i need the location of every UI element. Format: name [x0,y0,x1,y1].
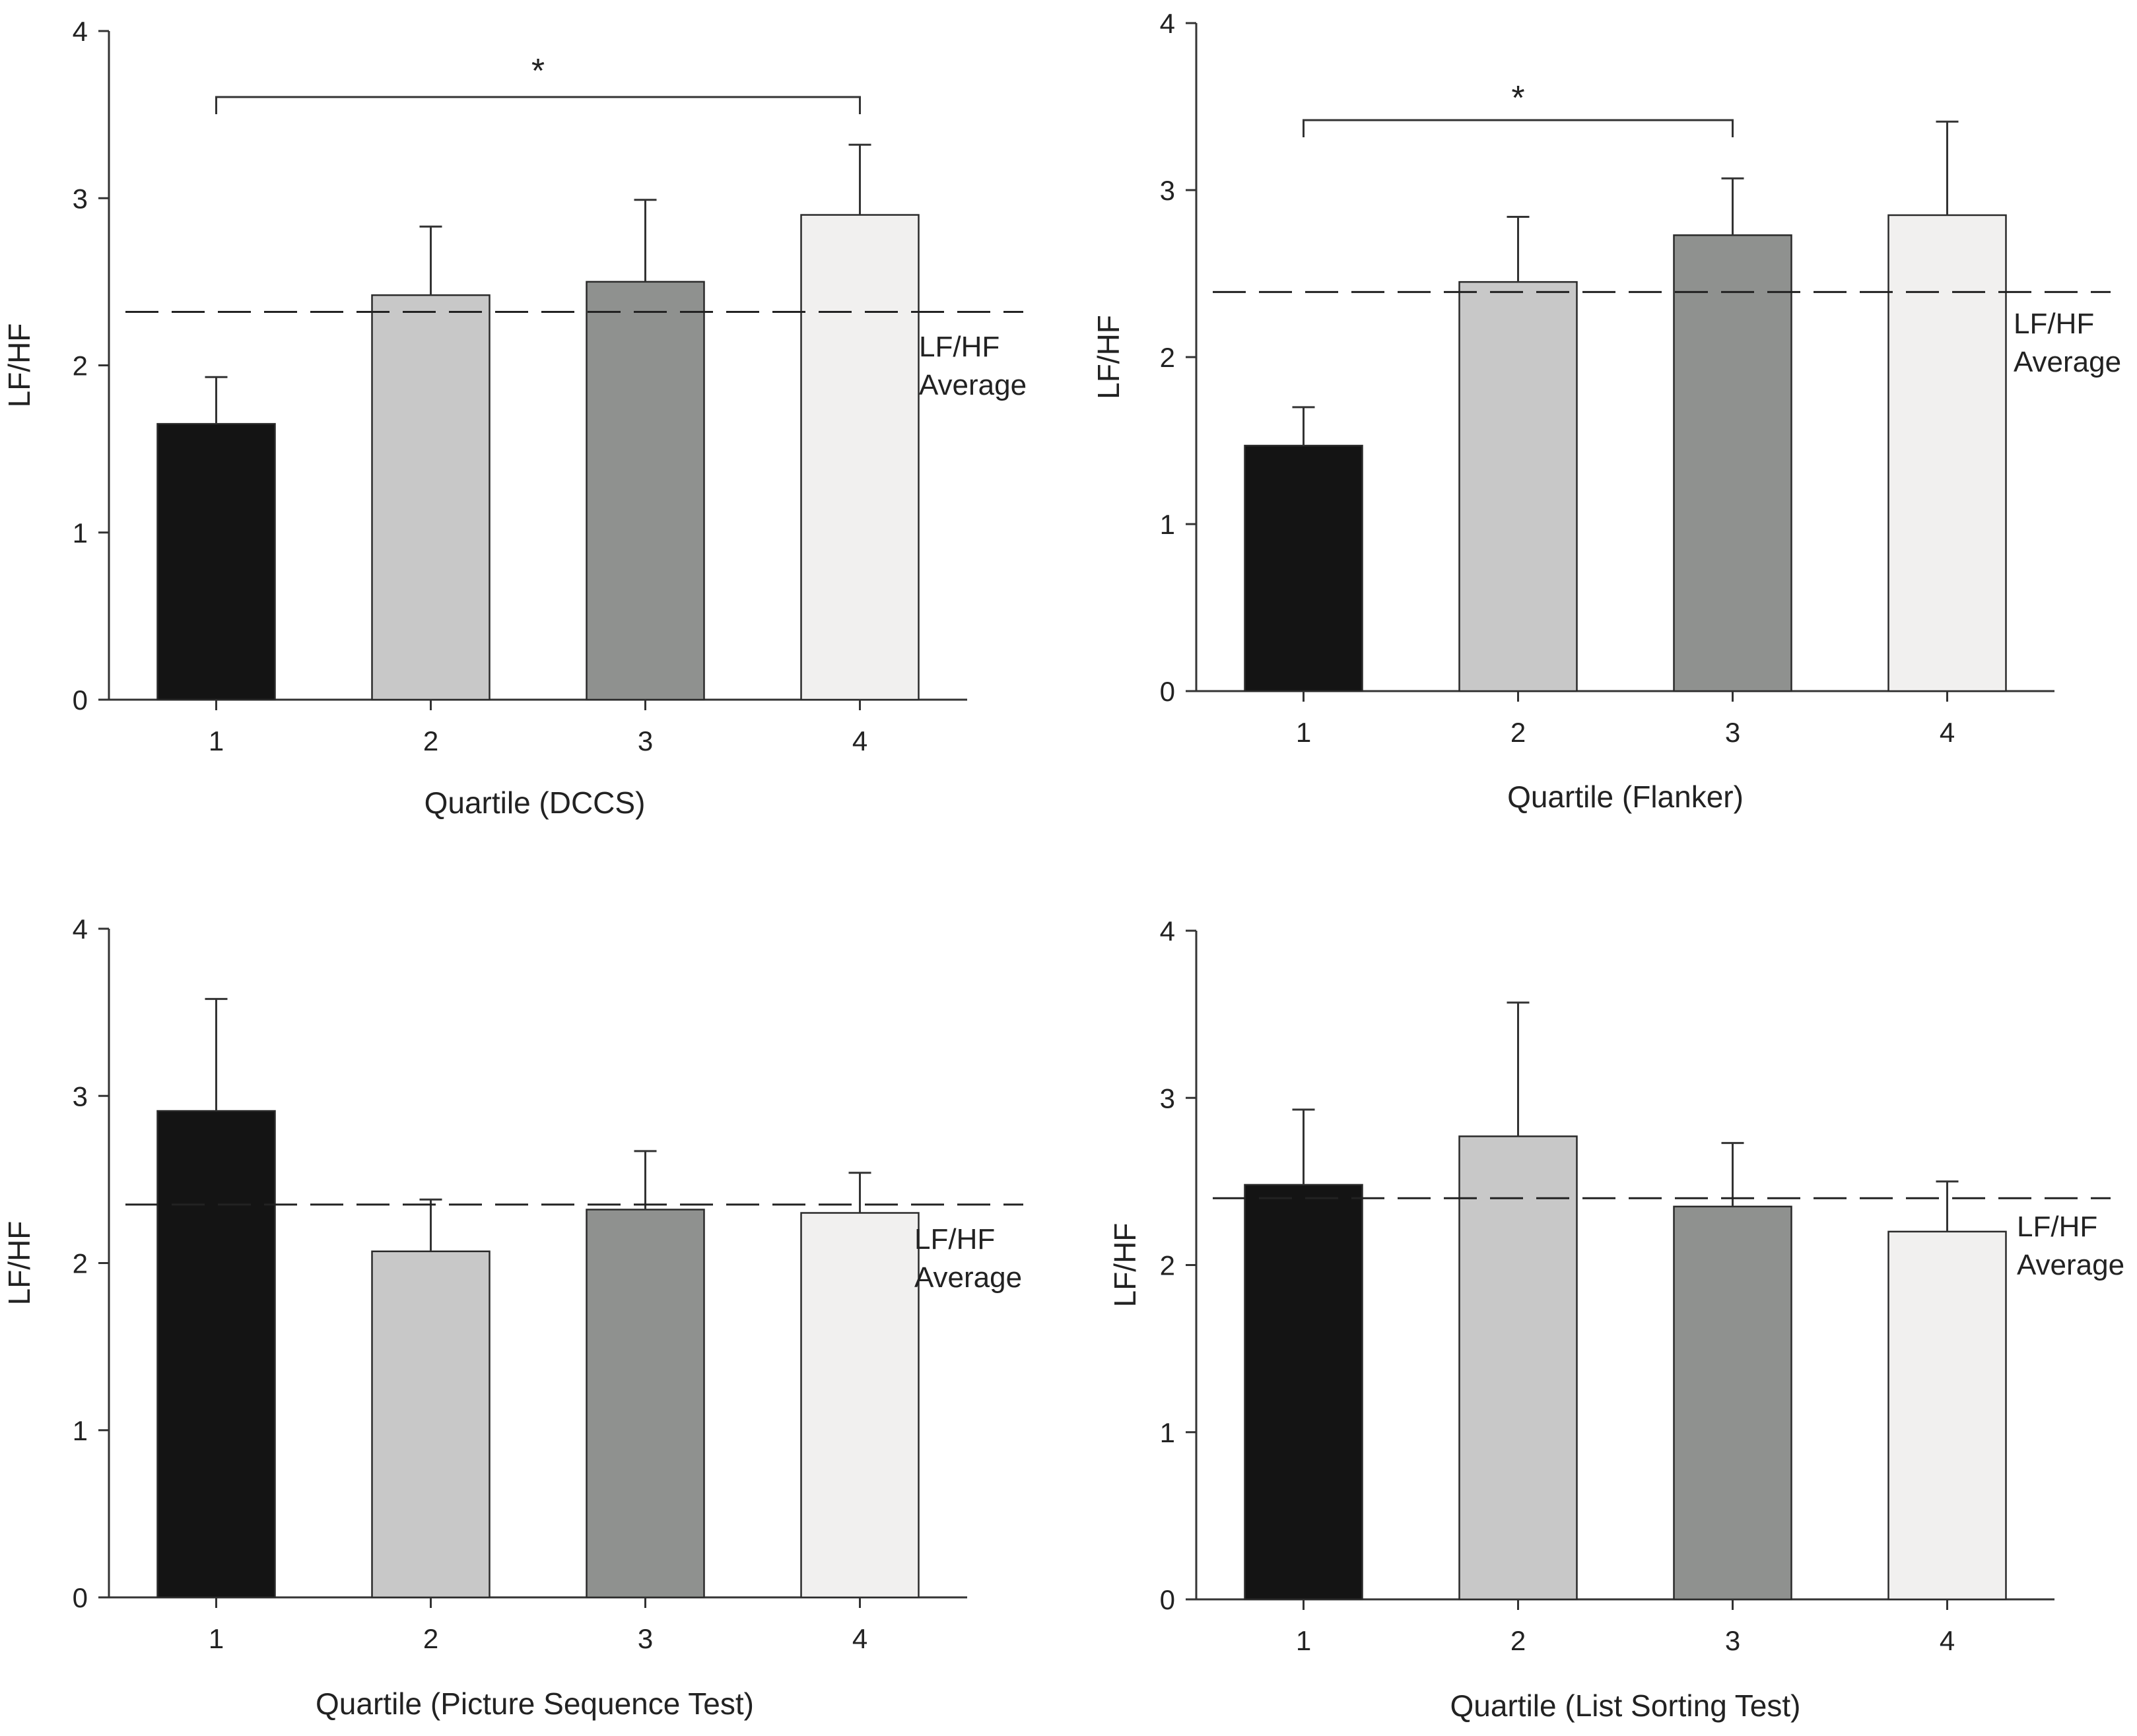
y-tick-label: 0 [1160,1584,1175,1615]
x-axis-title: Quartile (Flanker) [1507,780,1744,814]
bar-q1 [156,1110,276,1599]
bar-q3 [586,281,705,701]
y-tick-label: 1 [73,517,88,549]
average-line-label-line: Average [919,369,1027,401]
y-tick-label: 3 [73,1081,88,1112]
x-tick-label: 2 [1510,717,1526,748]
bar-q3 [1673,1205,1792,1601]
bar-q2 [371,1250,491,1599]
y-axis-title: LF/HF [2,323,36,408]
bar-q4 [800,1212,920,1599]
x-tick-label: 1 [209,725,224,756]
x-tick-label: 4 [1940,717,1955,748]
y-tick-label: 1 [1160,1417,1175,1448]
bar-q3 [1673,234,1792,692]
x-tick-label: 2 [1510,1625,1526,1656]
chart-panel-picture-sequence: 0 1 2 3 4 LF/HF 1 2 3 4 Quartile (Picture Sequence… [2,914,1023,1721]
bar-q2 [1458,1135,1578,1601]
significance-star: * [1511,79,1524,117]
y-tick-label: 4 [1160,8,1175,39]
y-axis-title: LF/HF [1091,315,1126,399]
y-tick-label: 2 [1160,342,1175,373]
significance-bracket [215,96,861,114]
x-tick-label: 3 [638,1623,653,1654]
bar-q2 [1458,281,1578,692]
significance-bracket [1303,119,1734,137]
bar-q4 [1887,1230,2007,1601]
x-tick-label: 3 [1725,717,1740,748]
average-line-label-line: LF/HF [2014,308,2094,340]
y-tick-label: 0 [73,684,88,716]
y-tick-label: 0 [73,1582,88,1613]
average-line-label-line: LF/HF [919,331,1000,363]
y-tick-label: 3 [73,183,88,214]
x-axis-title: Quartile (Picture Sequence Test) [316,1686,754,1721]
average-line-label-line: LF/HF [2017,1211,2097,1243]
bar-q1 [1244,444,1363,692]
x-tick-label: 4 [852,1623,867,1654]
chart-panel-dccs: 0 1 2 3 4 LF/HF 1 2 3 4 Quartile (DCCS) LF/HF Averag… [2,16,1027,820]
average-line-label: LF/HF Average [2017,1211,2124,1281]
y-tick-label: 1 [73,1415,88,1446]
y-tick-label: 2 [1160,1250,1175,1281]
significance-star: * [531,52,545,90]
y-tick-label: 3 [1160,175,1175,206]
x-tick-label: 4 [852,725,867,756]
average-line-label: LF/HF Average [919,331,1027,401]
average-line-label-line: LF/HF [914,1223,995,1255]
y-tick-label: 4 [73,16,88,47]
x-tick-label: 2 [423,1623,438,1654]
y-tick-label: 3 [1160,1083,1175,1114]
y-tick-label: 1 [1160,509,1175,540]
average-line-label-line: Average [914,1261,1022,1294]
bar-q4 [800,214,920,701]
bar-q3 [586,1209,705,1599]
bar-q1 [156,422,276,701]
x-axis-title: Quartile (List Sorting Test) [1450,1688,1801,1723]
x-tick-label: 1 [1296,717,1311,748]
bar-q4 [1887,214,2007,692]
y-axis-title: LF/HF [1108,1223,1142,1308]
y-tick-label: 4 [73,914,88,945]
x-tick-label: 1 [209,1623,224,1654]
bar-q1 [1244,1184,1363,1601]
x-tick-label: 3 [1725,1625,1740,1656]
average-line-label-line: Average [2014,346,2121,378]
y-tick-label: 2 [73,351,88,382]
x-tick-label: 1 [1296,1625,1311,1656]
y-tick-label: 2 [73,1248,88,1279]
chart-panel-flanker: 0 1 2 3 4 LF/HF 1 2 3 4 Quartile (Flanker) LF/HF Ave… [1091,8,2121,814]
x-tick-label: 4 [1940,1625,1955,1656]
y-tick-label: 4 [1160,916,1175,947]
bar-q2 [371,294,491,701]
average-line-label: LF/HF Average [914,1223,1022,1294]
x-tick-label: 2 [423,725,438,756]
x-tick-label: 3 [638,725,653,756]
chart-panel-list-sorting: 0 1 2 3 4 LF/HF 1 2 3 4 Quartile (List Sorting Tes… [1108,916,2124,1723]
average-line-label: LF/HF Average [2014,308,2121,378]
y-axis-title: LF/HF [2,1221,36,1306]
x-axis-title: Quartile (DCCS) [424,785,646,820]
y-tick-label: 0 [1160,676,1175,707]
average-line-label-line: Average [2017,1249,2124,1281]
